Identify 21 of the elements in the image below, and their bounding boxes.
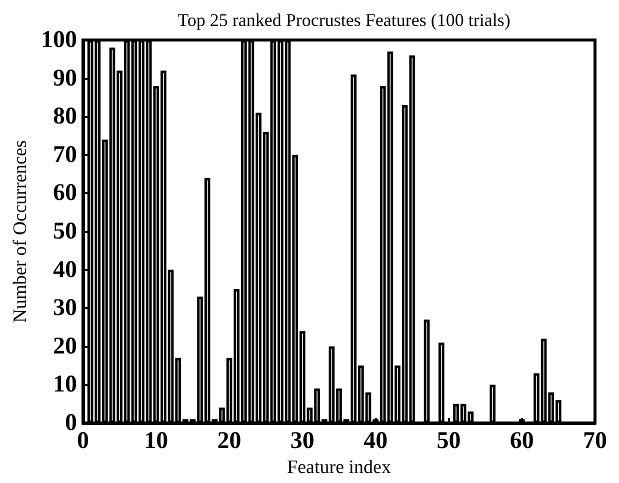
- y-tick-label: 50: [53, 218, 77, 244]
- y-tick-label: 0: [65, 410, 77, 436]
- y-tick-label: 60: [53, 180, 77, 206]
- y-tick-label: 20: [53, 333, 77, 360]
- x-tick-label: 30: [290, 428, 314, 454]
- x-tick-label: 60: [510, 428, 534, 454]
- x-tick-label: 10: [144, 428, 168, 454]
- chart-title: Top 25 ranked Procrustes Features (100 trials): [178, 10, 510, 30]
- x-axis-title: Feature index: [287, 456, 392, 478]
- x-tick-label: 50: [436, 428, 461, 454]
- y-tick-label: 30: [53, 295, 77, 322]
- x-tick-label: 40: [364, 428, 388, 454]
- y-tick-label: 90: [53, 65, 77, 92]
- y-axis-title: Number of Occurrences: [10, 140, 32, 323]
- x-tick-label: 20: [217, 428, 242, 454]
- x-tick-label: 70: [583, 428, 607, 454]
- y-tick-label: 80: [53, 104, 77, 130]
- y-tick-label: 40: [53, 256, 77, 283]
- y-tick-label: 100: [41, 27, 77, 53]
- y-tick-label: 70: [53, 142, 77, 168]
- y-tick-label: 10: [53, 372, 77, 398]
